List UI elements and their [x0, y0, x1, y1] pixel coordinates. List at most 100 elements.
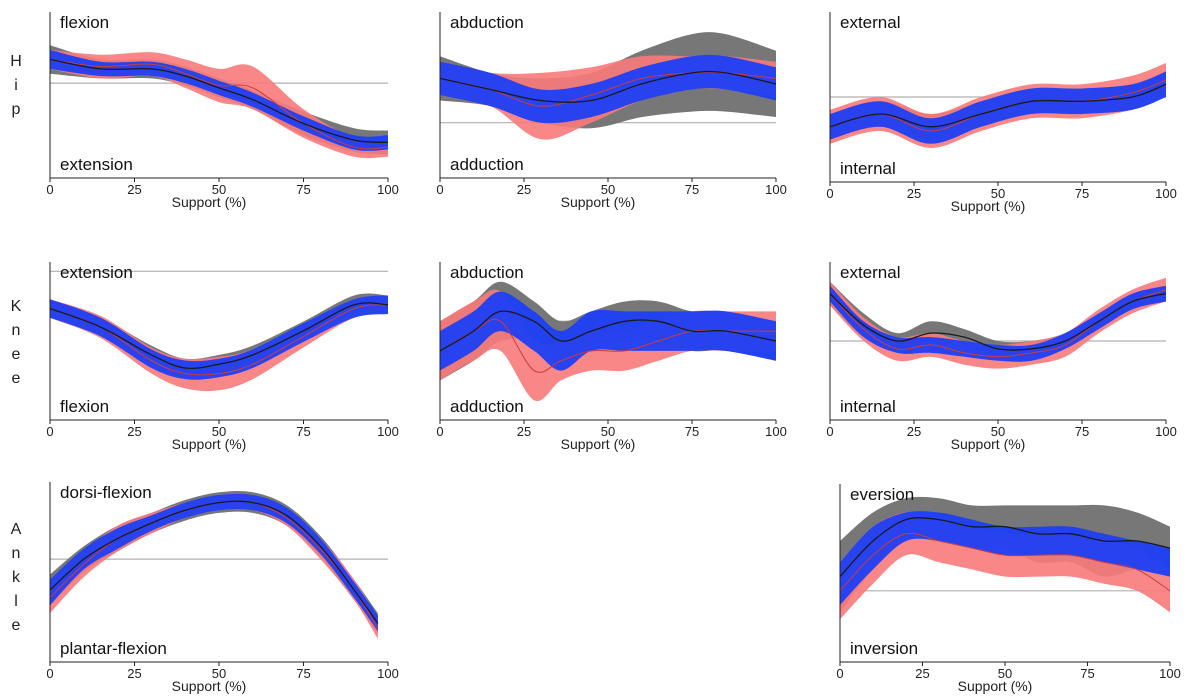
top-label: extension — [60, 263, 133, 282]
row-label-knee: K n e e — [8, 295, 24, 391]
x-tick-label: 50 — [601, 182, 615, 197]
x-tick-label: 50 — [991, 186, 1005, 201]
bottom-label: internal — [840, 159, 896, 178]
mean-line-gray — [49, 500, 379, 624]
mean-line-gray — [49, 302, 389, 370]
band-blue — [830, 285, 1166, 362]
x-tick-label: 75 — [1080, 666, 1094, 681]
x-tick-label: 75 — [296, 666, 310, 681]
x-tick-label: 0 — [436, 182, 443, 197]
x-tick-label: 50 — [991, 424, 1005, 439]
x-tick-label: 100 — [765, 182, 787, 197]
x-tick-label: 75 — [296, 424, 310, 439]
x-tick-label: 100 — [1155, 186, 1177, 201]
row-label-letter: K — [10, 298, 22, 315]
panel-hip-flexion: 0 25 50 75 100 Support (%) flexion extension — [46, 12, 399, 210]
mean-line-gray — [439, 310, 777, 352]
mean-line-gray — [49, 58, 389, 144]
bottom-label: flexion — [60, 397, 109, 416]
x-tick-label: 50 — [212, 182, 226, 197]
top-label: abduction — [450, 263, 524, 282]
x-tick-label: 100 — [1159, 666, 1181, 681]
mean-line-gray — [439, 70, 777, 103]
panel-hip-external: 0 25 50 75 100 Support (%) external internal — [826, 12, 1177, 214]
x-tick-label: 25 — [915, 666, 929, 681]
row-label-ankle: A n k l e — [8, 518, 24, 638]
panel-ankle-dorsiflexion: 0 25 50 75 100 Support (%) dorsi-flexion planta… — [46, 482, 399, 694]
bottom-label: extension — [60, 155, 133, 174]
top-label: eversion — [850, 485, 914, 504]
band-blue — [840, 511, 1170, 605]
x-tick-label: 50 — [601, 424, 615, 439]
mean-line-gray — [829, 83, 1167, 128]
row-label-letter: e — [11, 346, 21, 363]
mean-line-red — [49, 304, 389, 376]
bottom-label: internal — [840, 397, 896, 416]
x-axis-label: Support (%) — [172, 436, 247, 452]
row-label-letter: H — [10, 53, 22, 70]
row-label-letter: n — [11, 322, 21, 339]
panel-knee-external: 0 25 50 75 100 Support (%) external internal — [826, 262, 1177, 452]
mean-line-red — [49, 58, 389, 150]
top-label: flexion — [60, 13, 109, 32]
x-axis-label: Support (%) — [561, 436, 636, 452]
x-axis-label: Support (%) — [561, 194, 636, 210]
panel-knee-abduction: 0 25 50 75 100 Support (%) abduction adduction — [436, 262, 787, 452]
band-red — [50, 493, 378, 639]
row-label-letter: e — [11, 617, 21, 634]
x-tick-label: 75 — [1075, 186, 1089, 201]
x-tick-label: 75 — [685, 424, 699, 439]
band-blue — [830, 71, 1166, 144]
band-blue — [440, 291, 776, 371]
x-axis-label: Support (%) — [172, 194, 247, 210]
x-tick-label: 75 — [1075, 424, 1089, 439]
band-blue — [50, 49, 388, 151]
bottom-label: plantar-flexion — [60, 639, 167, 658]
x-tick-label: 75 — [296, 182, 310, 197]
row-label-hip: H i p — [8, 50, 24, 122]
top-label: dorsi-flexion — [60, 483, 152, 502]
x-tick-label: 100 — [377, 666, 399, 681]
x-axis-label: Support (%) — [958, 678, 1033, 694]
row-label-letter: i — [14, 77, 18, 94]
band-blue — [50, 493, 378, 632]
x-tick-label: 25 — [517, 182, 531, 197]
panel-knee-extension: 0 25 50 75 100 Support (%) extension flexion — [46, 262, 399, 452]
row-label-letter: k — [12, 569, 20, 586]
x-tick-label: 100 — [377, 182, 399, 197]
x-axis-label: Support (%) — [172, 678, 247, 694]
row-label-letter: l — [14, 593, 18, 610]
mean-line-red — [439, 318, 776, 373]
x-tick-label: 25 — [907, 424, 921, 439]
panel-hip-abduction: 0 25 50 75 100 Support (%) abduction adduction — [436, 12, 787, 210]
top-label: external — [840, 263, 900, 282]
panel-ankle-eversion: 0 25 50 75 100 Support (%) eversion inversion — [836, 484, 1181, 694]
band-red — [50, 49, 388, 159]
mean-line-red — [839, 532, 1171, 592]
x-tick-label: 100 — [1155, 424, 1177, 439]
x-tick-label: 0 — [826, 186, 833, 201]
x-tick-label: 0 — [826, 424, 833, 439]
x-tick-label: 0 — [436, 424, 443, 439]
x-axis-label: Support (%) — [951, 198, 1026, 214]
x-tick-label: 25 — [127, 666, 141, 681]
row-label-letter: e — [11, 370, 21, 387]
x-tick-label: 50 — [998, 666, 1012, 681]
x-tick-label: 100 — [377, 424, 399, 439]
x-tick-label: 50 — [212, 424, 226, 439]
top-label: external — [840, 13, 900, 32]
bottom-label: inversion — [850, 639, 918, 658]
x-tick-label: 25 — [127, 424, 141, 439]
row-label-letter: p — [11, 101, 21, 118]
x-axis-label: Support (%) — [951, 436, 1026, 452]
top-label: abduction — [450, 13, 524, 32]
bottom-label: adduction — [450, 155, 524, 174]
x-tick-label: 25 — [517, 424, 531, 439]
row-label-letter: n — [11, 545, 21, 562]
x-tick-label: 50 — [212, 666, 226, 681]
x-tick-label: 0 — [46, 424, 53, 439]
mean-line-gray — [829, 292, 1167, 351]
x-tick-label: 100 — [765, 424, 787, 439]
row-label-letter: A — [10, 521, 22, 538]
